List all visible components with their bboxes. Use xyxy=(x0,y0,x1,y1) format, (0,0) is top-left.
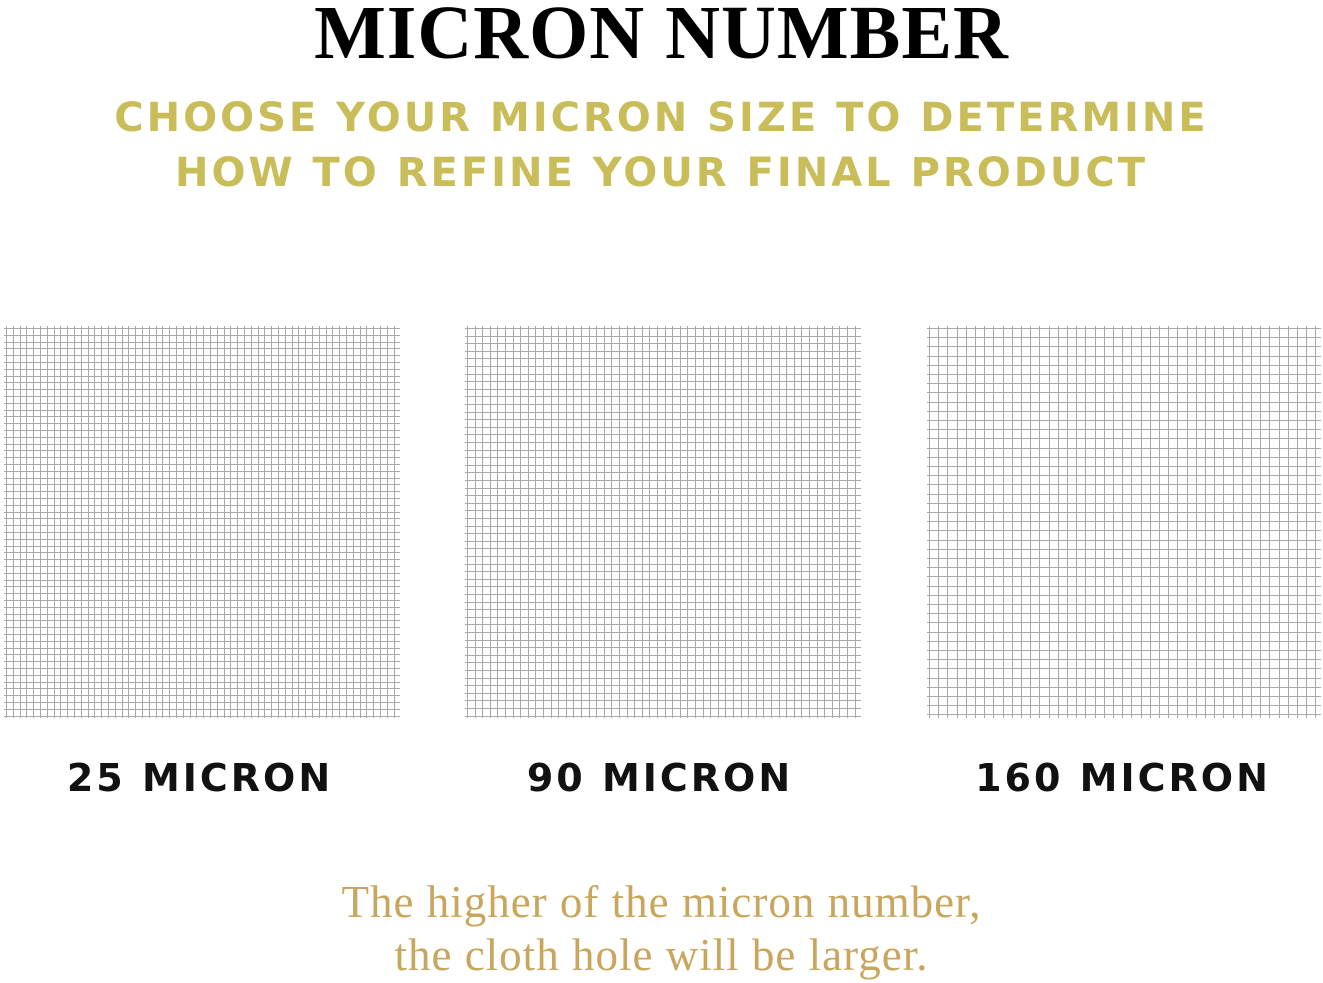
mesh-25-micron xyxy=(4,326,400,718)
mesh-160-micron xyxy=(927,326,1321,718)
mesh-label-90: 90 MICRON xyxy=(526,756,794,800)
mesh-label-25: 25 MICRON xyxy=(66,756,334,800)
footer-line-1: The higher of the micron number, xyxy=(341,877,982,927)
subtitle-line-2: HOW TO REFINE YOUR FINAL PRODUCT xyxy=(174,150,1149,196)
mesh-grid-icon xyxy=(4,326,400,718)
footer-line-2: the cloth hole will be larger. xyxy=(394,930,929,980)
page-title: MICRON NUMBER xyxy=(314,0,1009,75)
subtitle-line-1: CHOOSE YOUR MICRON SIZE TO DETERMINE xyxy=(114,95,1209,141)
mesh-grid-icon xyxy=(927,326,1321,718)
mesh-label-160: 160 MICRON xyxy=(975,756,1271,800)
mesh-grid-icon xyxy=(465,326,861,718)
mesh-90-micron xyxy=(465,326,861,718)
